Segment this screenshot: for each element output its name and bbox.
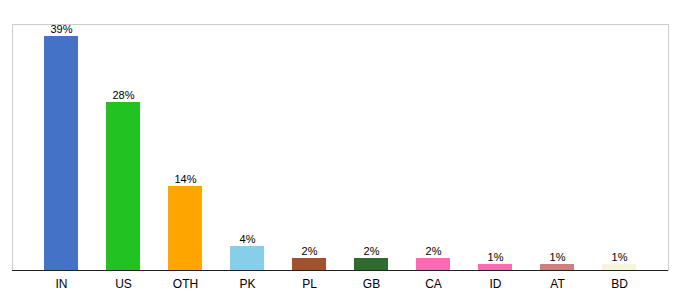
svg-text:1%: 1% <box>612 251 628 263</box>
svg-text:CA: CA <box>425 277 442 291</box>
svg-text:39%: 39% <box>50 23 72 35</box>
svg-text:2%: 2% <box>364 245 380 257</box>
svg-text:4%: 4% <box>240 233 256 245</box>
svg-text:AT: AT <box>550 277 565 291</box>
svg-text:1%: 1% <box>488 251 504 263</box>
svg-text:OTH: OTH <box>173 277 198 291</box>
svg-text:2%: 2% <box>302 245 318 257</box>
svg-text:ID: ID <box>490 277 502 291</box>
svg-text:IN: IN <box>56 277 68 291</box>
svg-text:28%: 28% <box>112 89 134 101</box>
svg-text:2%: 2% <box>426 245 442 257</box>
svg-text:GB: GB <box>363 277 380 291</box>
svg-text:1%: 1% <box>550 251 566 263</box>
svg-text:14%: 14% <box>174 173 196 185</box>
svg-text:PL: PL <box>302 277 317 291</box>
svg-text:PK: PK <box>239 277 255 291</box>
svg-text:US: US <box>115 277 132 291</box>
svg-text:BD: BD <box>611 277 628 291</box>
